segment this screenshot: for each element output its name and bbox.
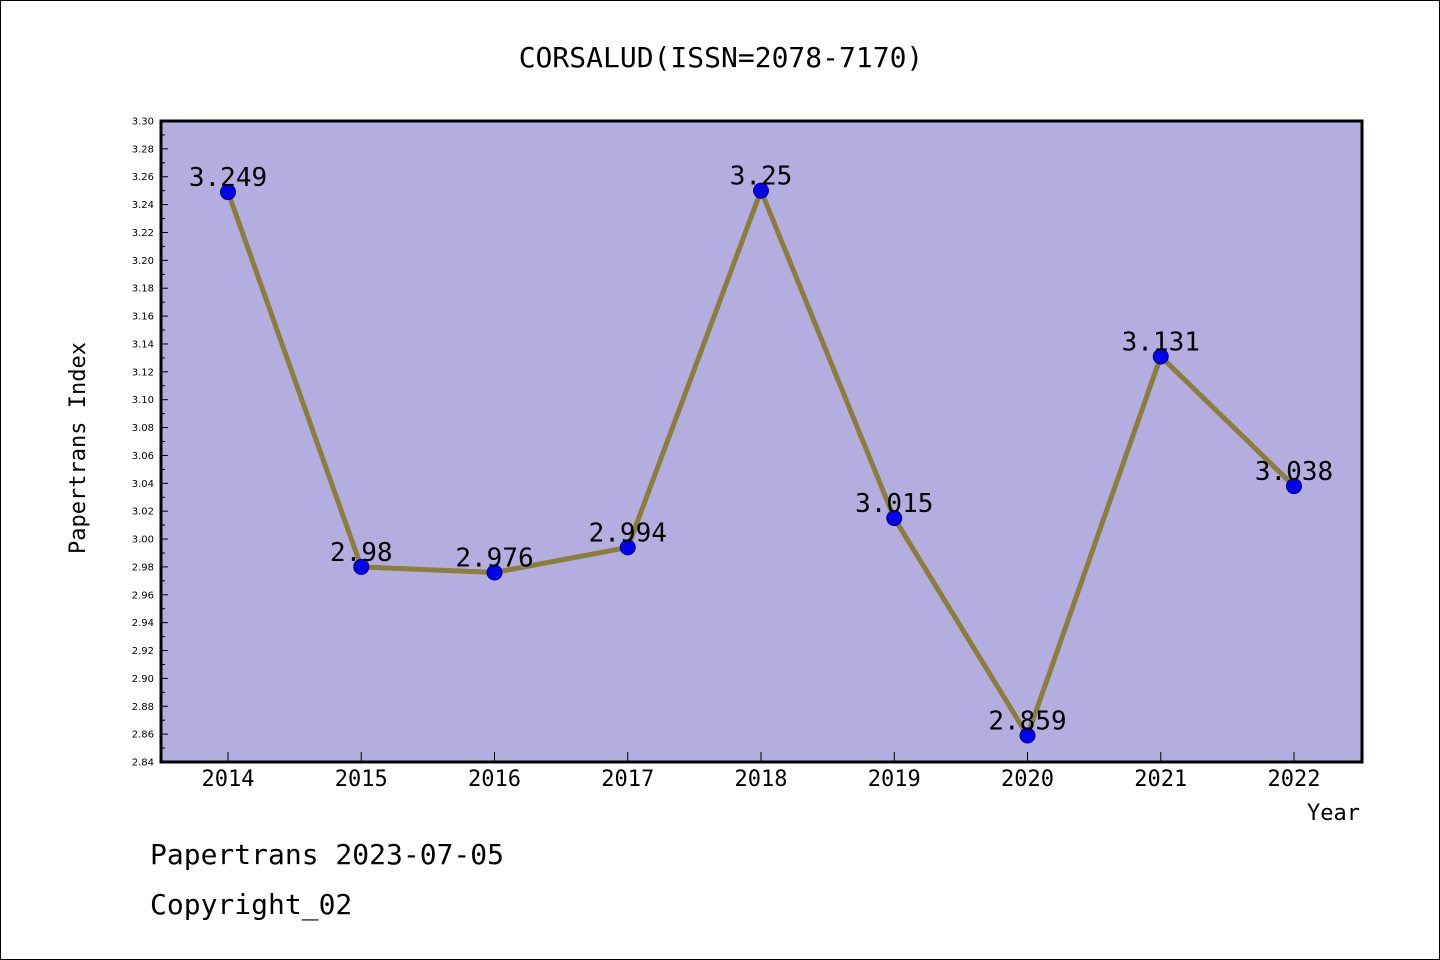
data-point — [1019, 727, 1036, 744]
y-tick-label: 3.08 — [132, 423, 154, 434]
y-tick-label: 3.10 — [132, 395, 154, 406]
data-label: 2.859 — [988, 707, 1066, 737]
y-tick-label: 3.02 — [132, 507, 154, 518]
data-label: 2.98 — [330, 538, 393, 568]
y-tick-label: 3.12 — [132, 367, 154, 378]
data-point — [220, 184, 236, 201]
y-tick-label: 2.88 — [132, 702, 154, 713]
data-point — [486, 564, 503, 581]
plot-area — [161, 121, 1362, 762]
footer-copyright: Copyright_02 — [150, 888, 352, 922]
footer-date: Papertrans 2023-07-05 — [150, 838, 504, 871]
y-tick-label: 3.06 — [132, 451, 154, 462]
data-label: 3.25 — [730, 162, 793, 192]
data-point — [1152, 348, 1169, 365]
y-tick-label: 3.28 — [132, 144, 154, 155]
data-label: 3.249 — [189, 163, 267, 193]
y-tick-label: 3.30 — [132, 117, 154, 128]
y-tick-label: 2.92 — [132, 646, 154, 657]
y-tick-label: 2.90 — [132, 674, 154, 685]
y-tick-label: 2.96 — [132, 590, 154, 601]
data-label: 2.994 — [589, 518, 667, 548]
x-tick-label: 2018 — [735, 767, 788, 792]
x-tick-label: 2015 — [335, 767, 388, 792]
data-point — [753, 182, 769, 199]
y-tick-label: 3.04 — [132, 479, 154, 490]
y-tick-label: 3.16 — [132, 312, 154, 323]
y-tick-label: 2.84 — [132, 758, 154, 769]
y-tick-label: 2.86 — [132, 730, 154, 741]
y-tick-label: 3.18 — [132, 284, 154, 295]
data-point — [353, 558, 370, 575]
x-axis: 2014 2015 2016 2017 2018 2019 2020 2021 2022 — [202, 752, 1321, 792]
y-tick-label: 3.22 — [132, 228, 154, 239]
x-tick-label: 2017 — [601, 767, 654, 792]
y-tick-label: 3.26 — [132, 172, 154, 183]
data-point — [1286, 478, 1302, 495]
y-tick-label: 2.94 — [132, 618, 154, 629]
y-tick-label: 3.24 — [132, 200, 154, 211]
x-tick-label: 2016 — [468, 767, 521, 792]
y-tick-label: 3.20 — [132, 256, 154, 267]
series-group — [220, 182, 1302, 744]
plot-frame — [159, 119, 1364, 764]
x-tick-label: 2022 — [1268, 767, 1321, 792]
data-point — [619, 539, 636, 556]
data-label: 2.976 — [455, 543, 533, 573]
y-tick-label: 3.14 — [132, 339, 154, 350]
x-tick-label: 2019 — [868, 767, 921, 792]
data-label: 3.015 — [855, 489, 933, 519]
x-tick-label: 2020 — [1001, 767, 1054, 792]
data-point — [886, 510, 903, 527]
data-label-group: 3.249 2.98 2.976 2.994 3.25 3.015 2.859 3.131 3.… — [189, 162, 1333, 737]
y-axis-label: Papertrans Index — [66, 342, 91, 554]
y-tick-label: 3.00 — [132, 535, 154, 546]
x-axis-label: Year — [1307, 801, 1360, 826]
chart-title: CORSALUD(ISSN=2078-7170) — [519, 41, 924, 74]
x-tick-label: 2021 — [1134, 767, 1187, 792]
x-tick-label: 2014 — [202, 767, 255, 792]
y-tick-label: 2.98 — [132, 562, 154, 573]
data-label: 3.038 — [1255, 457, 1333, 487]
data-label: 3.131 — [1122, 327, 1200, 357]
